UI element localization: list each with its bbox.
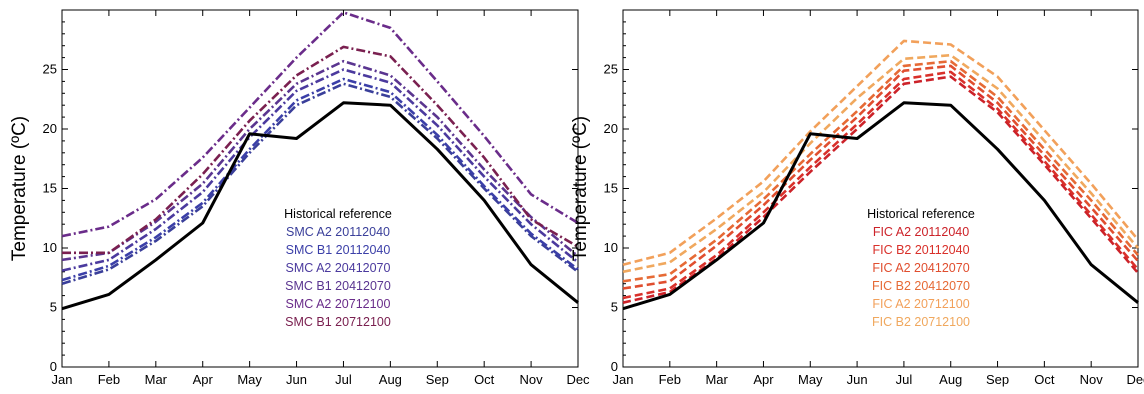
- legend-entry: SMC B1 20412070: [285, 279, 391, 293]
- series-line-2: [622, 70, 1139, 300]
- y-tick-label: 25: [604, 62, 618, 77]
- y-tick-label: 15: [604, 181, 618, 196]
- x-tick-label: Dec: [1126, 372, 1144, 387]
- y-axis-title: Temperature (ºC): [570, 116, 591, 261]
- series-line-2: [61, 77, 579, 282]
- legend-entry: FIC B2 20412070: [872, 279, 970, 293]
- x-tick-label: Jun: [286, 372, 307, 387]
- y-tick-label: 20: [604, 121, 618, 136]
- x-tick-label: Jan: [52, 372, 73, 387]
- y-tick-label: 5: [611, 300, 618, 315]
- x-tick-label: Aug: [379, 372, 402, 387]
- chart-panel-1: 0 5 10 15 20 25 Jan Feb Mar Apr May Jun Jul Aug Sep Oct…: [9, 9, 590, 387]
- x-tick-label: Oct: [1034, 372, 1055, 387]
- x-tick-label: Oct: [474, 372, 495, 387]
- x-tick-label: Apr: [753, 372, 774, 387]
- x-tick-label: Sep: [426, 372, 449, 387]
- x-tick-label: Aug: [939, 372, 962, 387]
- series-line-5: [61, 11, 579, 238]
- legend-entry: FIC A2 20412070: [872, 261, 969, 275]
- y-tick-label: 15: [43, 181, 57, 196]
- series-line-0: [622, 101, 1139, 311]
- series-line-3: [622, 64, 1139, 290]
- y-tick-label: 25: [43, 62, 57, 77]
- y-axis-title: Temperature (ºC): [9, 116, 30, 261]
- legend-entry: FIC B2 20112040: [872, 243, 969, 257]
- chart-panel-2: 0 5 10 15 20 25 Jan Feb Mar Apr May Jun Jul Aug Sep Oct…: [570, 9, 1144, 387]
- legend-entry: FIC B2 20712100: [872, 315, 970, 329]
- series-line-5: [622, 39, 1139, 266]
- legend-entry: SMC B1 20112040: [286, 243, 391, 257]
- y-tick-label: 10: [604, 240, 618, 255]
- series-line-3: [61, 68, 579, 272]
- plot-frame: [622, 9, 1139, 368]
- legend-entry: Historical reference: [284, 207, 392, 221]
- x-tick-label: Jan: [613, 372, 634, 387]
- y-tick-label: 0: [50, 359, 57, 374]
- x-tick-label: May: [798, 372, 823, 387]
- x-tick-label: Nov: [1080, 372, 1104, 387]
- legend-entry: SMC A2 20412070: [286, 261, 391, 275]
- legend-entry: SMC A2 20712100: [286, 297, 391, 311]
- legend-entry: SMC A2 20112040: [286, 225, 390, 239]
- legend-entry: Historical reference: [867, 207, 975, 221]
- x-tick-label: Feb: [98, 372, 120, 387]
- x-tick-label: Nov: [520, 372, 544, 387]
- y-tick-label: 0: [611, 359, 618, 374]
- series-line-6: [622, 53, 1139, 274]
- series-line-1: [622, 75, 1139, 304]
- series-line-4: [622, 59, 1139, 283]
- plot-frame: [61, 9, 579, 368]
- x-tick-label: Mar: [705, 372, 728, 387]
- series-line-1: [61, 82, 579, 285]
- series-line-0: [61, 101, 579, 311]
- legend-entry: FIC A2 20712100: [872, 297, 969, 311]
- x-tick-label: Feb: [659, 372, 681, 387]
- x-tick-label: Jun: [847, 372, 868, 387]
- legend-entry: FIC A2 20112040: [873, 225, 969, 239]
- x-tick-label: Dec: [566, 372, 590, 387]
- y-tick-label: 20: [43, 121, 57, 136]
- legend-entry: SMC B1 20712100: [285, 315, 391, 329]
- x-tick-label: Jul: [896, 372, 913, 387]
- x-tick-label: May: [237, 372, 262, 387]
- y-tick-label: 5: [50, 300, 57, 315]
- x-tick-label: Jul: [335, 372, 352, 387]
- x-tick-label: Mar: [145, 372, 168, 387]
- y-tick-label: 10: [43, 240, 57, 255]
- x-tick-label: Apr: [193, 372, 214, 387]
- series-line-4: [61, 59, 579, 262]
- x-tick-label: Sep: [986, 372, 1009, 387]
